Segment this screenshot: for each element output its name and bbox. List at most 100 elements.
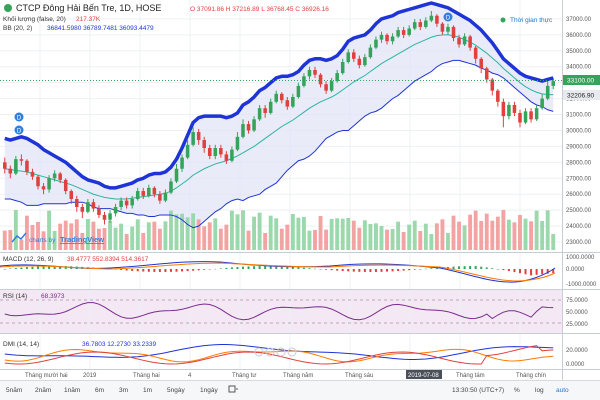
auto-scale-toggle[interactable]: auto <box>556 387 569 394</box>
range-2y-button[interactable]: 2năm <box>35 387 51 394</box>
candle <box>307 66 312 80</box>
volume-bar <box>412 220 417 250</box>
candle-body <box>69 191 74 200</box>
volume-bar <box>119 223 124 250</box>
volume-bar <box>390 229 395 250</box>
candle <box>496 89 500 107</box>
dmi-label[interactable]: DMI (14, 14) <box>3 341 39 348</box>
rsi-tick: 50.0000 <box>566 310 588 316</box>
time-label: 4 <box>188 373 192 379</box>
volume-bar <box>257 212 262 250</box>
rsi-label[interactable]: RSI (14) <box>3 293 27 300</box>
percent-scale-toggle[interactable]: % <box>514 387 520 394</box>
tradingview-watermark[interactable]: charts by TradingView <box>11 232 104 244</box>
macd-histogram-bar <box>186 269 189 272</box>
candle <box>296 82 301 99</box>
volume-bar <box>69 223 74 250</box>
candle-body <box>285 100 290 107</box>
legend[interactable]: CTCP Đông Hải Bến Tre, 1D, HOSE O 37091.… <box>3 3 329 32</box>
volume-bar <box>218 228 223 250</box>
price-axis[interactable]: 37000.0036000.0035000.0034000.0033000.00… <box>566 17 592 246</box>
candle <box>191 127 195 147</box>
range-6m-button[interactable]: 6m <box>95 387 104 394</box>
clock[interactable]: 13:30:50 (UTC+7) <box>452 387 504 394</box>
pane-controls[interactable] <box>254 347 297 357</box>
rsi-pane[interactable]: RSI (14) 68.3973 75.0000 50.0000 25.0000 <box>0 293 588 328</box>
watermark-brand[interactable]: TradingView <box>60 235 104 244</box>
candle <box>340 58 345 75</box>
realtime-label[interactable]: Thời gian thực <box>510 17 553 24</box>
volume-bar <box>512 222 517 250</box>
range-1y-button[interactable]: 1năm <box>64 387 80 394</box>
candle <box>418 18 423 31</box>
range-5y-button[interactable]: 5năm <box>6 387 22 394</box>
bollinger-basis-line <box>4 34 554 200</box>
volume-bar <box>268 215 273 250</box>
crosshair-date-tag <box>406 370 442 379</box>
candle-body <box>424 20 428 27</box>
volume-bar <box>141 233 146 250</box>
volume-bar <box>351 220 356 250</box>
macd-tick: 0.0000 <box>566 267 585 273</box>
candle-body <box>235 136 240 150</box>
candle-body <box>219 148 223 155</box>
dmi-tick: 20.0000 <box>566 348 588 354</box>
candle <box>385 33 389 45</box>
candle-body <box>435 15 439 24</box>
macd-histogram-bar <box>352 269 355 272</box>
bollinger-upper-line <box>4 1 554 190</box>
event-marker-icon[interactable] <box>443 12 453 22</box>
macd-histogram-bar <box>480 266 483 269</box>
candle-body <box>230 149 234 161</box>
candle-body <box>180 157 184 169</box>
macd-histogram-bar <box>386 269 389 272</box>
volume-bar <box>41 231 46 250</box>
macd-pane[interactable]: MACD (12, 26, 9) 38.4777 552.8394 514.36… <box>0 255 597 288</box>
candle-body <box>523 111 528 123</box>
log-scale-toggle[interactable]: log <box>535 387 544 394</box>
candle <box>274 90 279 104</box>
candle <box>108 210 112 223</box>
event-marker-icon[interactable] <box>14 125 24 135</box>
volume-bar <box>484 213 489 250</box>
candle <box>440 22 445 35</box>
candle-body <box>324 84 328 91</box>
macd-histogram-bar <box>535 269 538 275</box>
dmi-pane[interactable]: DMI (14, 14) 36.7803 12.2730 33.2339 20.… <box>3 341 588 368</box>
range-1m-button[interactable]: 1m <box>143 387 152 394</box>
macd-signal-line <box>0 262 556 282</box>
candle <box>235 132 240 152</box>
macd-histogram-bar <box>513 269 516 273</box>
volume-bar <box>335 218 340 250</box>
volume-bar <box>2 230 7 250</box>
price-tick: 31000.00 <box>566 113 592 119</box>
candle-body <box>335 73 339 82</box>
candle-body <box>141 191 146 196</box>
range-5d-button[interactable]: 5ngày <box>167 387 185 394</box>
macd-label[interactable]: MACD (12, 26, 9) <box>3 256 54 263</box>
volume-indicator-label[interactable]: Khối lượng (false, 20) <box>3 14 66 23</box>
dmi-tick: 0.0000 <box>566 362 585 368</box>
macd-histogram-bar <box>325 269 328 270</box>
bb-indicator-label[interactable]: BB (20, 2) <box>3 25 32 32</box>
macd-histogram-bar <box>14 268 17 269</box>
goto-date-icon[interactable] <box>228 385 238 393</box>
candle-body <box>490 79 495 91</box>
range-1d-button[interactable]: 1ngày <box>200 387 218 394</box>
macd-histogram-bar <box>131 269 134 271</box>
volume-value: 217.37K <box>76 16 101 23</box>
time-axis[interactable]: Tháng mười hai 2019 Tháng hai 4 Tháng tư… <box>25 370 546 379</box>
candle-body <box>274 93 279 102</box>
crosshair-date: 2019-07-08 <box>408 373 439 379</box>
candle-body <box>52 173 57 179</box>
range-3m-button[interactable]: 3m <box>119 387 128 394</box>
symbol-title[interactable]: CTCP Đông Hải Bến Tre, 1D, HOSE <box>16 3 161 13</box>
macd-histogram-bar <box>120 269 123 271</box>
dmi-adx-line <box>4 344 554 360</box>
candle <box>263 104 267 118</box>
range-buttons[interactable]: 5năm 2năm 1năm 6m 3m 1m 5ngày 1ngày <box>6 387 218 394</box>
macd-histogram-bar <box>491 268 494 269</box>
event-marker-icon[interactable] <box>14 112 24 122</box>
